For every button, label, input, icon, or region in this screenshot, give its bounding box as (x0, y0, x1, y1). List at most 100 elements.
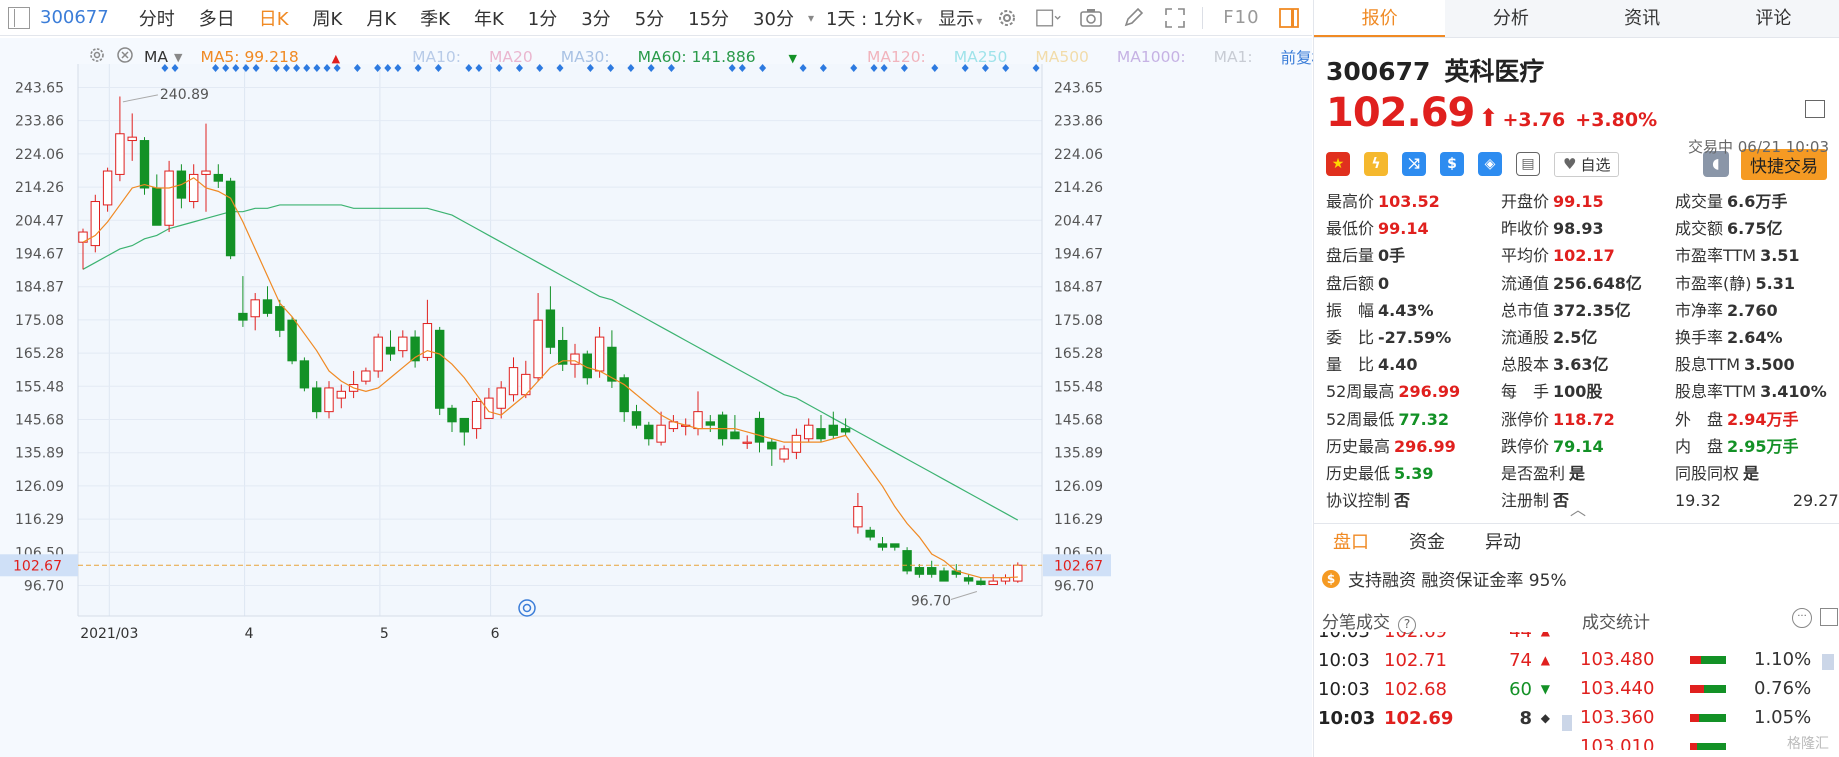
add-watchlist-button[interactable]: ♥ 自选 (1554, 151, 1620, 177)
buy-ratio-fill (1690, 655, 1701, 664)
quote-field-label: 外 盘 (1675, 409, 1724, 429)
quote-field-label: 市净率 (1675, 300, 1724, 320)
stock-code-label[interactable]: 300677 (40, 7, 109, 28)
tab-movements[interactable]: 异动 (1485, 532, 1521, 553)
layout-square-icon[interactable] (1036, 5, 1062, 31)
quote-field-value: 6.75亿 (1727, 219, 1783, 239)
quote-field: 成交额 6.75亿 (1675, 215, 1839, 242)
period-tab-weekly[interactable]: 周K (312, 8, 343, 30)
dollar-icon[interactable]: $ (1440, 152, 1464, 176)
stock-title: 300677 英科医疗 (1326, 52, 1827, 88)
period-tab-multiday[interactable]: 多日 (198, 8, 235, 30)
event-marker-icon (161, 64, 169, 72)
y-tick-label-right: 116.29 (1054, 512, 1103, 528)
collapse-chevron-icon[interactable]: ︿ (1570, 500, 1587, 519)
grid-layout-icon[interactable] (1820, 608, 1838, 626)
tab-analysis[interactable]: 分析 (1492, 8, 1529, 29)
event-marker-icon (556, 64, 564, 72)
stats-scrollbar[interactable] (1822, 654, 1834, 670)
candlestick (767, 438, 777, 466)
f10-button[interactable]: F10 (1223, 7, 1260, 28)
ma60-readout: MA60: 141.886 ▼ (638, 48, 825, 66)
camera-icon[interactable] (1078, 5, 1104, 31)
period-tab-30min[interactable]: 30分 (753, 8, 794, 30)
chevron-down-icon[interactable]: ▾ (807, 10, 814, 25)
shuffle-icon[interactable]: ⤨ (1402, 152, 1426, 176)
bookmark-icon[interactable]: ▤ (1516, 152, 1540, 176)
tag-icon[interactable]: ◈ (1478, 152, 1502, 176)
candlestick (914, 564, 925, 578)
fullscreen-icon[interactable] (1162, 5, 1188, 31)
volume-stats-list[interactable]: 103.480 1.10% 103.440 0.76% 103.360 1.05% 103.… (1580, 645, 1820, 750)
quote-field-value: 372.35亿 (1553, 300, 1631, 320)
period-tab-1min[interactable]: 1分 (527, 8, 558, 30)
help-icon[interactable]: ? (1398, 616, 1416, 634)
quote-field: 股息TTM 3.500 (1675, 351, 1839, 378)
period-tab-intraday[interactable]: 分时 (138, 8, 175, 30)
period-tab-3min[interactable]: 3分 (581, 8, 611, 30)
range-selector[interactable]: 1天 : 1分K ▾ (814, 5, 934, 31)
quick-trade-button[interactable]: 快捷交易 (1741, 148, 1827, 180)
kline-chart[interactable]: 243.65 243.65 233.86 233.86 224.06 224.06 214.… (0, 38, 1312, 757)
tab-comments[interactable]: 评论 (1755, 8, 1792, 29)
settings-gear-icon[interactable] (994, 5, 1020, 31)
buy-ratio-fill (1690, 742, 1698, 750)
quote-field-label: 注册制 (1501, 491, 1550, 511)
tab-news[interactable]: 资讯 (1624, 8, 1661, 29)
stats-title: 成交统计 (1582, 613, 1650, 633)
display-menu[interactable]: 显示 ▾ (934, 5, 986, 31)
event-marker-icon (1002, 64, 1010, 72)
quote-field-label: 委 比 (1326, 327, 1375, 347)
period-tab-monthly[interactable]: 月K (366, 8, 397, 30)
candle-body (804, 424, 814, 440)
panel-layout-icon[interactable] (1805, 100, 1825, 118)
stats-row: 103.010 (1580, 732, 1820, 750)
panel-toggle-icon[interactable] (1276, 5, 1302, 31)
chevron-down-icon[interactable]: ▼ (173, 50, 183, 64)
candle-body (115, 133, 125, 175)
china-flag-icon[interactable]: ★ (1326, 152, 1350, 176)
tick-trades-list[interactable]: 10:03102.6944▲10:03102.7174▲10:03102.686… (1318, 632, 1568, 750)
event-marker-icon (282, 64, 290, 72)
event-marker-icon (880, 64, 888, 72)
ai-icon-dot (522, 603, 532, 613)
y-tick-label-left: 96.70 (24, 579, 64, 595)
settings-gear-icon[interactable] (88, 46, 106, 68)
period-tab-yearly[interactable]: 年K (473, 8, 504, 30)
candle-body (963, 577, 974, 582)
candle-body (853, 506, 863, 528)
candle-body (594, 336, 605, 372)
candlestick (804, 418, 814, 443)
candle-body (471, 400, 482, 430)
quote-field-label: 盘后额 (1326, 273, 1375, 293)
lightning-icon[interactable]: ϟ (1364, 152, 1388, 176)
candlestick (287, 316, 297, 365)
ma250-readout: MA250 (953, 48, 1008, 66)
tab-quote[interactable]: 报价 (1314, 0, 1446, 37)
bell-icon[interactable]: ◖ (1703, 151, 1729, 177)
stats-ratio-bar (1690, 713, 1726, 722)
event-marker-icon (931, 64, 939, 72)
sidebar-toggle-icon[interactable] (8, 6, 30, 29)
y-tick-label-right: 145.68 (1054, 413, 1103, 429)
more-options-icon[interactable]: ··· (1792, 608, 1812, 628)
close-icon[interactable] (116, 46, 134, 68)
trades-scrollbar[interactable] (1562, 715, 1572, 731)
draw-pencil-icon[interactable] (1120, 5, 1146, 31)
candle-body (533, 319, 543, 379)
event-marker-icon (252, 64, 260, 72)
kline-chart-area[interactable]: 243.65 243.65 233.86 233.86 224.06 224.06 214.… (0, 38, 1312, 757)
period-tab-15min[interactable]: 15分 (688, 8, 730, 30)
current-price-tag-right (1043, 554, 1111, 577)
quote-field-value: -27.59% (1378, 327, 1452, 347)
event-marker-icon (414, 64, 422, 72)
ma-selector-label[interactable]: MA (144, 48, 168, 66)
tab-funds[interactable]: 资金 (1409, 532, 1445, 553)
quote-field-value: 2.95万手 (1727, 436, 1799, 456)
candle-body (607, 346, 617, 382)
period-tab-5min[interactable]: 5分 (634, 8, 665, 30)
period-tab-daily[interactable]: 日K (258, 8, 289, 30)
period-tab-quarterly[interactable]: 季K (420, 8, 450, 30)
ai-assistant-icon[interactable] (518, 599, 536, 617)
tab-order-book[interactable]: 盘口 (1333, 532, 1369, 553)
